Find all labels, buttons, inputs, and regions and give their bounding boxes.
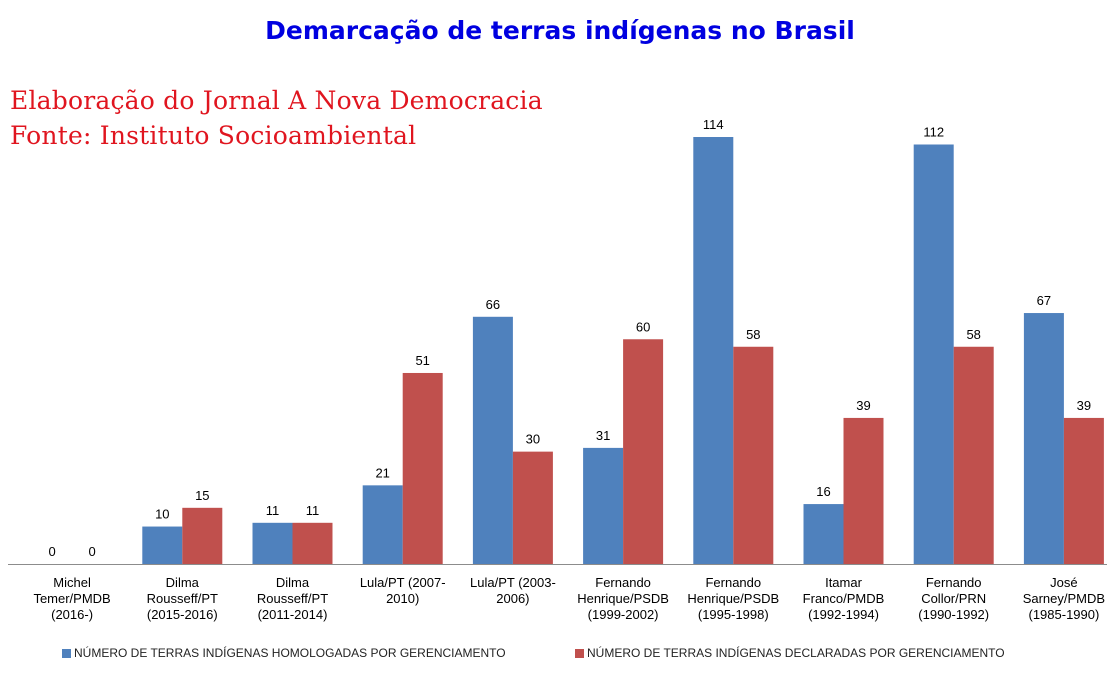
bar-homologadas [803, 504, 844, 564]
data-label: 21 [375, 465, 389, 480]
data-label: 58 [746, 327, 760, 342]
bar-declaradas [623, 339, 664, 564]
category-label: Dilma Rousseff/PT (2015-2016) [147, 575, 218, 622]
bar-declaradas [953, 346, 994, 564]
data-label: 39 [856, 398, 870, 413]
category-label: Fernando Henrique/PSDB (1995-1998) [687, 575, 779, 622]
data-label: 114 [703, 117, 724, 132]
source-line: Fonte: Instituto Socioambiental [10, 121, 417, 150]
bar-declaradas [402, 372, 443, 564]
credit-line: Elaboração do Jornal A Nova Democracia [10, 86, 543, 115]
bar-declaradas [733, 346, 774, 564]
data-label: 11 [306, 503, 320, 518]
data-label: 11 [266, 503, 280, 518]
legend-item-homologadas: NÚMERO DE TERRAS INDÍGENAS HOMOLOGADAS P… [62, 646, 506, 660]
bar-homologadas [913, 144, 954, 565]
category-label: Fernando Collor/PRN (1990-1992) [918, 575, 989, 622]
bar-homologadas [693, 137, 734, 564]
data-label: 112 [923, 124, 944, 139]
bar-declaradas [843, 417, 884, 564]
legend-item-declaradas: NÚMERO DE TERRAS INDÍGENAS DECLARADAS PO… [575, 646, 1005, 660]
data-label: 67 [1037, 293, 1051, 308]
category-label: Michel Temer/PMDB (2016-) [33, 575, 110, 622]
bar-homologadas [142, 526, 183, 564]
category-label: Itamar Franco/PMDB (1992-1994) [803, 575, 885, 622]
legend-label-homologadas: NÚMERO DE TERRAS INDÍGENAS HOMOLOGADAS P… [74, 646, 506, 660]
data-label: 58 [966, 327, 980, 342]
category-label: Lula/PT (2007-2010) [360, 575, 446, 606]
bar-declaradas [1063, 417, 1104, 564]
data-label: 0 [48, 544, 55, 559]
data-label: 60 [636, 319, 650, 334]
bar-homologadas [583, 447, 624, 564]
legend-swatch-homologadas [62, 648, 71, 658]
category-label: Lula/PT (2003-2006) [470, 575, 556, 606]
legend-label-declaradas: NÚMERO DE TERRAS INDÍGENAS DECLARADAS PO… [587, 646, 1005, 660]
data-label: 31 [596, 428, 610, 443]
data-label: 0 [88, 544, 95, 559]
bar-homologadas [362, 485, 403, 564]
category-label: José Sarney/PMDB (1985-1990) [1023, 575, 1105, 622]
legend-swatch-declaradas [575, 648, 584, 658]
data-label: 15 [195, 488, 209, 503]
bar-homologadas [472, 316, 513, 564]
bar-declaradas [292, 522, 333, 564]
category-label: Fernando Henrique/PSDB (1999-2002) [577, 575, 669, 622]
data-label: 66 [486, 297, 500, 312]
bar-declaradas [182, 507, 223, 564]
category-label: Dilma Rousseff/PT (2011-2014) [257, 575, 328, 622]
bar-declaradas [512, 451, 553, 564]
bar-homologadas [252, 522, 293, 564]
bar-homologadas [1023, 313, 1064, 564]
chart-title: Demarcação de terras indígenas no Brasil [265, 16, 855, 45]
data-label: 39 [1077, 398, 1091, 413]
data-label: 16 [816, 484, 830, 499]
data-label: 51 [415, 353, 429, 368]
data-label: 10 [155, 507, 169, 522]
data-label: 30 [526, 432, 540, 447]
